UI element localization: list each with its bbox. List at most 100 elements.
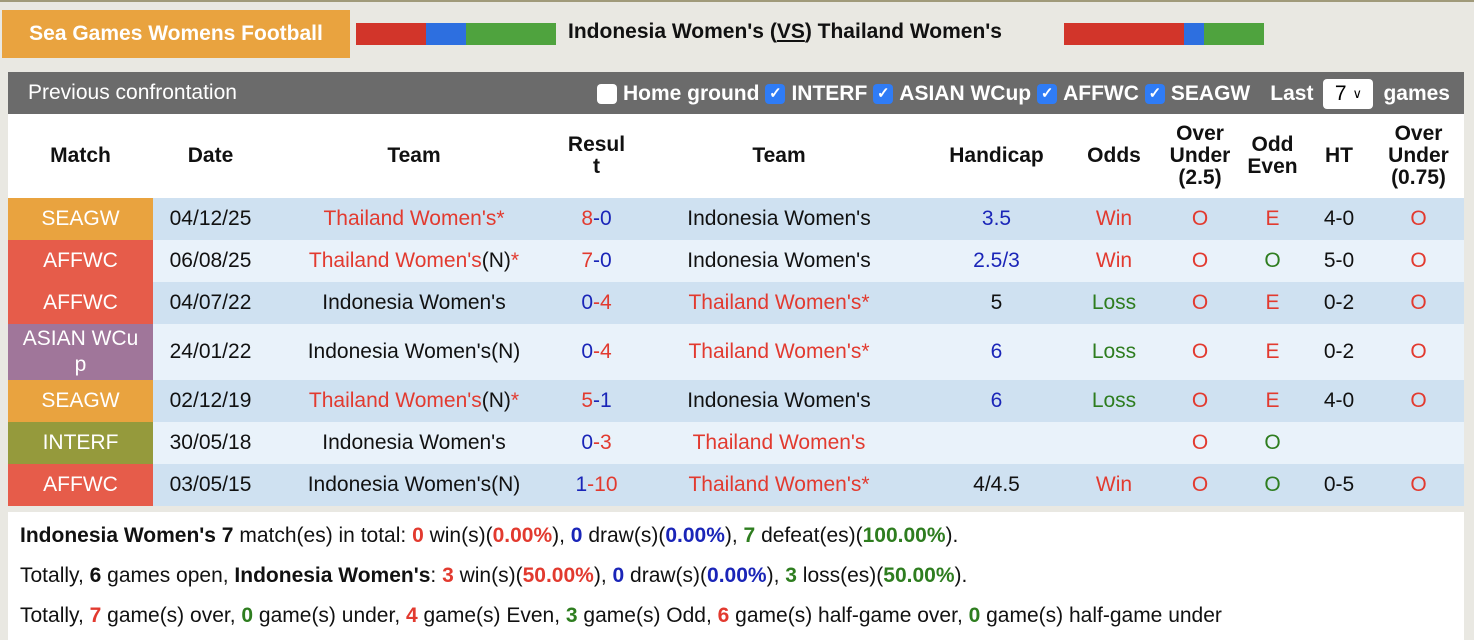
filter-checkbox-home-ground[interactable]: [596, 84, 617, 104]
filter-label[interactable]: SEAGW: [1170, 82, 1251, 105]
away-team-cell[interactable]: Thailand Women's*: [633, 282, 925, 324]
filter-bar: Home ground ✓ INTERF ✓ ASIAN WCup ✓ AFFWC ✓ SEAG…: [596, 79, 1450, 109]
home-team-name[interactable]: Indonesia Women's: [322, 431, 506, 454]
home-team-cell[interactable]: Indonesia Women's(N): [268, 464, 560, 506]
league-title[interactable]: Sea Games Womens Football: [2, 10, 350, 58]
home-team-name[interactable]: Indonesia Women's: [307, 473, 492, 496]
home-team-cell[interactable]: Indonesia Women's: [268, 282, 560, 324]
away-star-marker: *: [861, 291, 870, 314]
score-separator: -: [593, 431, 600, 454]
summary-text: ),: [724, 524, 744, 547]
filter-checkbox-seagw[interactable]: ✓: [1144, 84, 1165, 104]
away-team-cell[interactable]: Thailand Women's: [633, 422, 925, 464]
match-type-cell[interactable]: AFFWC: [8, 282, 153, 324]
form-bar-segment: [426, 23, 466, 45]
odd-even-cell: O: [1240, 240, 1305, 282]
handicap-cell: 2.5/3: [925, 240, 1068, 282]
away-team-name[interactable]: Thailand Women's: [688, 291, 862, 314]
result-cell[interactable]: 1-10: [560, 464, 633, 506]
away-team-name[interactable]: Thailand Women's: [688, 473, 862, 496]
result-cell[interactable]: 0-4: [560, 324, 633, 380]
result-cell[interactable]: 8-0: [560, 198, 633, 240]
away-team-name[interactable]: Thailand Women's: [688, 340, 862, 363]
over-under-cell: O: [1160, 380, 1240, 422]
odd-even-cell: O: [1240, 422, 1305, 464]
filter-checkbox-interf[interactable]: ✓: [765, 84, 786, 104]
match-type-cell[interactable]: ASIAN WCu p: [8, 324, 153, 380]
checkmark-icon: ✓: [769, 85, 782, 102]
odds-result-cell: [1068, 422, 1160, 464]
match-type-cell[interactable]: SEAGW: [8, 198, 153, 240]
filter-label[interactable]: ASIAN WCup: [899, 82, 1032, 105]
match-type-cell[interactable]: INTERF: [8, 422, 153, 464]
summary-text: 0: [968, 604, 981, 627]
away-team-cell[interactable]: Indonesia Women's: [633, 240, 925, 282]
away-team-name[interactable]: Indonesia Women's: [687, 249, 871, 272]
result-cell[interactable]: 0-3: [560, 422, 633, 464]
table-row: AFFWC 04/07/22 Indonesia Women's 0-4 Thailan…: [8, 282, 1464, 324]
match-type-cell[interactable]: SEAGW: [8, 380, 153, 422]
score-separator: -: [593, 207, 600, 230]
handicap-cell: 6: [925, 324, 1068, 380]
filter-label[interactable]: AFFWC: [1063, 82, 1139, 105]
away-team-name[interactable]: Thailand Women's: [692, 431, 866, 454]
result-cell[interactable]: 7-0: [560, 240, 633, 282]
table-row: INTERF 30/05/18 Indonesia Women's 0-3 Thaila…: [8, 422, 1464, 464]
handicap-cell: 5: [925, 282, 1068, 324]
summary-line: Totally, 7 game(s) over, 0 game(s) under…: [20, 596, 1452, 636]
away-team-cell[interactable]: Thailand Women's*: [633, 324, 925, 380]
odds-result-cell: Loss: [1068, 380, 1160, 422]
home-score: 0: [581, 431, 593, 454]
over-under-half-cell: O: [1373, 324, 1464, 380]
home-team-name[interactable]: Indonesia Women's: [568, 20, 764, 43]
summary-text: 6: [717, 604, 730, 627]
away-team-cell[interactable]: Indonesia Women's: [633, 380, 925, 422]
match-type-cell[interactable]: AFFWC: [8, 464, 153, 506]
summary-text: 0: [570, 524, 583, 547]
score-separator: -: [593, 389, 600, 412]
summary-text: draw(s)(: [624, 564, 708, 587]
filter-checkbox-asian-wcup[interactable]: ✓: [873, 84, 894, 104]
home-team-name[interactable]: Thailand Women's: [323, 207, 497, 230]
home-team-cell[interactable]: Thailand Women's(N)*: [268, 240, 560, 282]
section-header: Previous confrontation Home ground ✓ INTER…: [8, 72, 1464, 114]
date-cell: 30/05/18: [153, 422, 268, 464]
home-team-name[interactable]: Indonesia Women's: [307, 340, 492, 363]
away-team-cell[interactable]: Thailand Women's*: [633, 464, 925, 506]
result-cell[interactable]: 0-4: [560, 282, 633, 324]
summary-text: game(s) half-game over,: [729, 604, 969, 627]
home-team-cell[interactable]: Thailand Women's*: [268, 198, 560, 240]
summary-text: game(s) over,: [101, 604, 242, 627]
checkmark-icon: ✓: [1148, 85, 1162, 102]
summary-text: 0: [412, 524, 424, 547]
home-team-cell[interactable]: Indonesia Women's: [268, 422, 560, 464]
filter-label[interactable]: Home ground: [622, 82, 760, 105]
summary-text: game(s) Even,: [417, 604, 566, 627]
score-separator: -: [593, 340, 600, 363]
neutral-marker: (N): [491, 473, 521, 496]
odds-result-cell: Loss: [1068, 282, 1160, 324]
games-count-select[interactable]: 7 ∨: [1323, 79, 1374, 109]
summary-text: game(s) Odd,: [577, 604, 718, 627]
away-team-name[interactable]: Indonesia Women's: [687, 207, 871, 230]
home-team-cell[interactable]: Thailand Women's(N)*: [268, 380, 560, 422]
result-cell[interactable]: 5-1: [560, 380, 633, 422]
away-team-name[interactable]: Indonesia Women's: [687, 389, 871, 412]
home-team-name[interactable]: Indonesia Women's: [322, 291, 506, 314]
filter-checkbox-affwc[interactable]: ✓: [1037, 84, 1058, 104]
odd-even-cell: E: [1240, 380, 1305, 422]
summary-text: 7: [743, 524, 756, 547]
odd-even-cell: E: [1240, 198, 1305, 240]
home-team-name[interactable]: Thailand Women's: [308, 389, 482, 412]
vs-link[interactable]: VS: [776, 20, 805, 43]
over-under-cell: O: [1160, 464, 1240, 506]
home-team-cell[interactable]: Indonesia Women's(N): [268, 324, 560, 380]
column-header: Odds: [1068, 114, 1160, 198]
home-team-name[interactable]: Thailand Women's: [308, 249, 482, 272]
home-score: 0: [581, 291, 593, 314]
over-under-cell: O: [1160, 240, 1240, 282]
match-type-cell[interactable]: AFFWC: [8, 240, 153, 282]
filter-label[interactable]: INTERF: [791, 82, 868, 105]
away-team-name[interactable]: Thailand Women's: [817, 20, 1002, 43]
away-team-cell[interactable]: Indonesia Women's: [633, 198, 925, 240]
